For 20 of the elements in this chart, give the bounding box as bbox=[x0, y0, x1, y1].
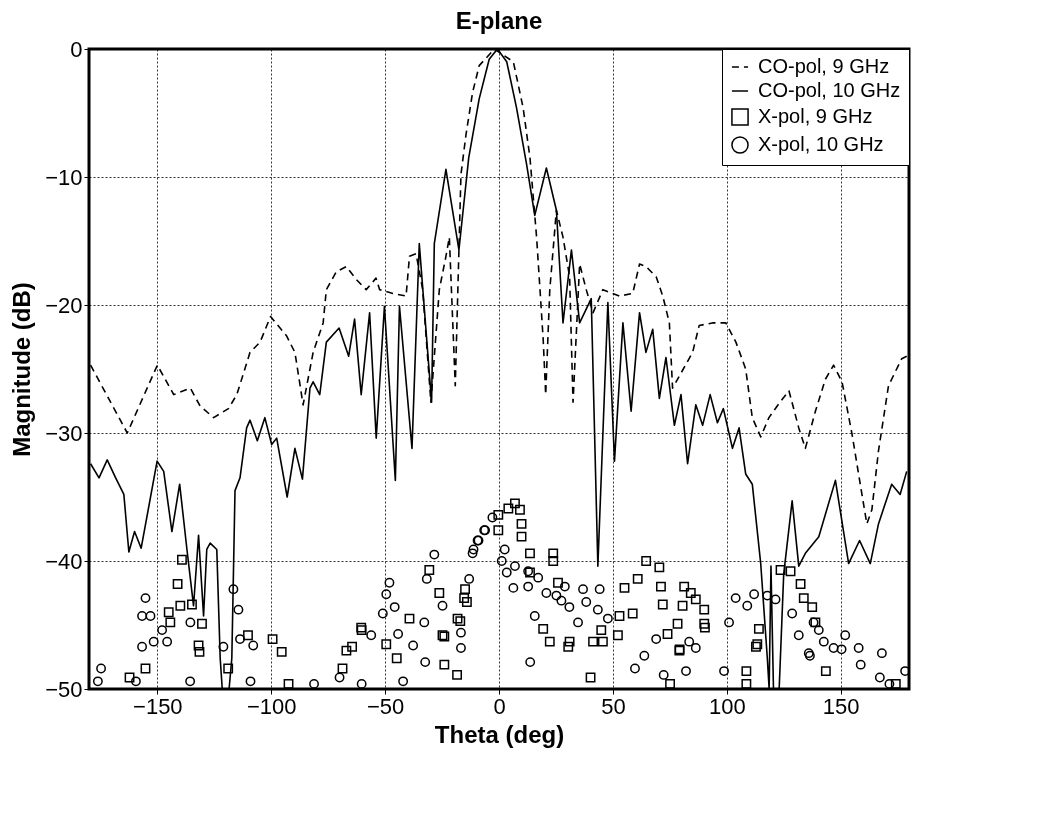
y-tick-label: −20 bbox=[45, 292, 83, 318]
x-tick-label: −150 bbox=[133, 693, 183, 719]
legend-label: CO-pol, 10 GHz bbox=[758, 79, 901, 101]
y-tick-label: −50 bbox=[45, 676, 83, 702]
y-tick-label: 0 bbox=[70, 36, 83, 62]
y-tick-label: −30 bbox=[45, 420, 83, 446]
x-tick-label: 100 bbox=[708, 693, 746, 719]
x-tick-label: 150 bbox=[822, 693, 860, 719]
x-tick-label: −50 bbox=[366, 693, 405, 719]
legend-label: X-pol, 9 GHz bbox=[758, 105, 873, 127]
y-tick-label: −10 bbox=[45, 164, 83, 190]
y-axis-title: Magnitude (dB) bbox=[8, 282, 36, 457]
x-tick-label: 0 bbox=[493, 693, 506, 719]
chart-title: E-plane bbox=[455, 7, 543, 34]
x-axis-title: Theta (deg) bbox=[434, 720, 565, 748]
y-tick-label: −40 bbox=[45, 548, 83, 574]
x-tick-label: 50 bbox=[601, 693, 626, 719]
legend-label: CO-pol, 9 GHz bbox=[758, 55, 890, 77]
x-tick-label: −100 bbox=[246, 693, 297, 719]
legend-label: X-pol, 10 GHz bbox=[758, 133, 884, 155]
